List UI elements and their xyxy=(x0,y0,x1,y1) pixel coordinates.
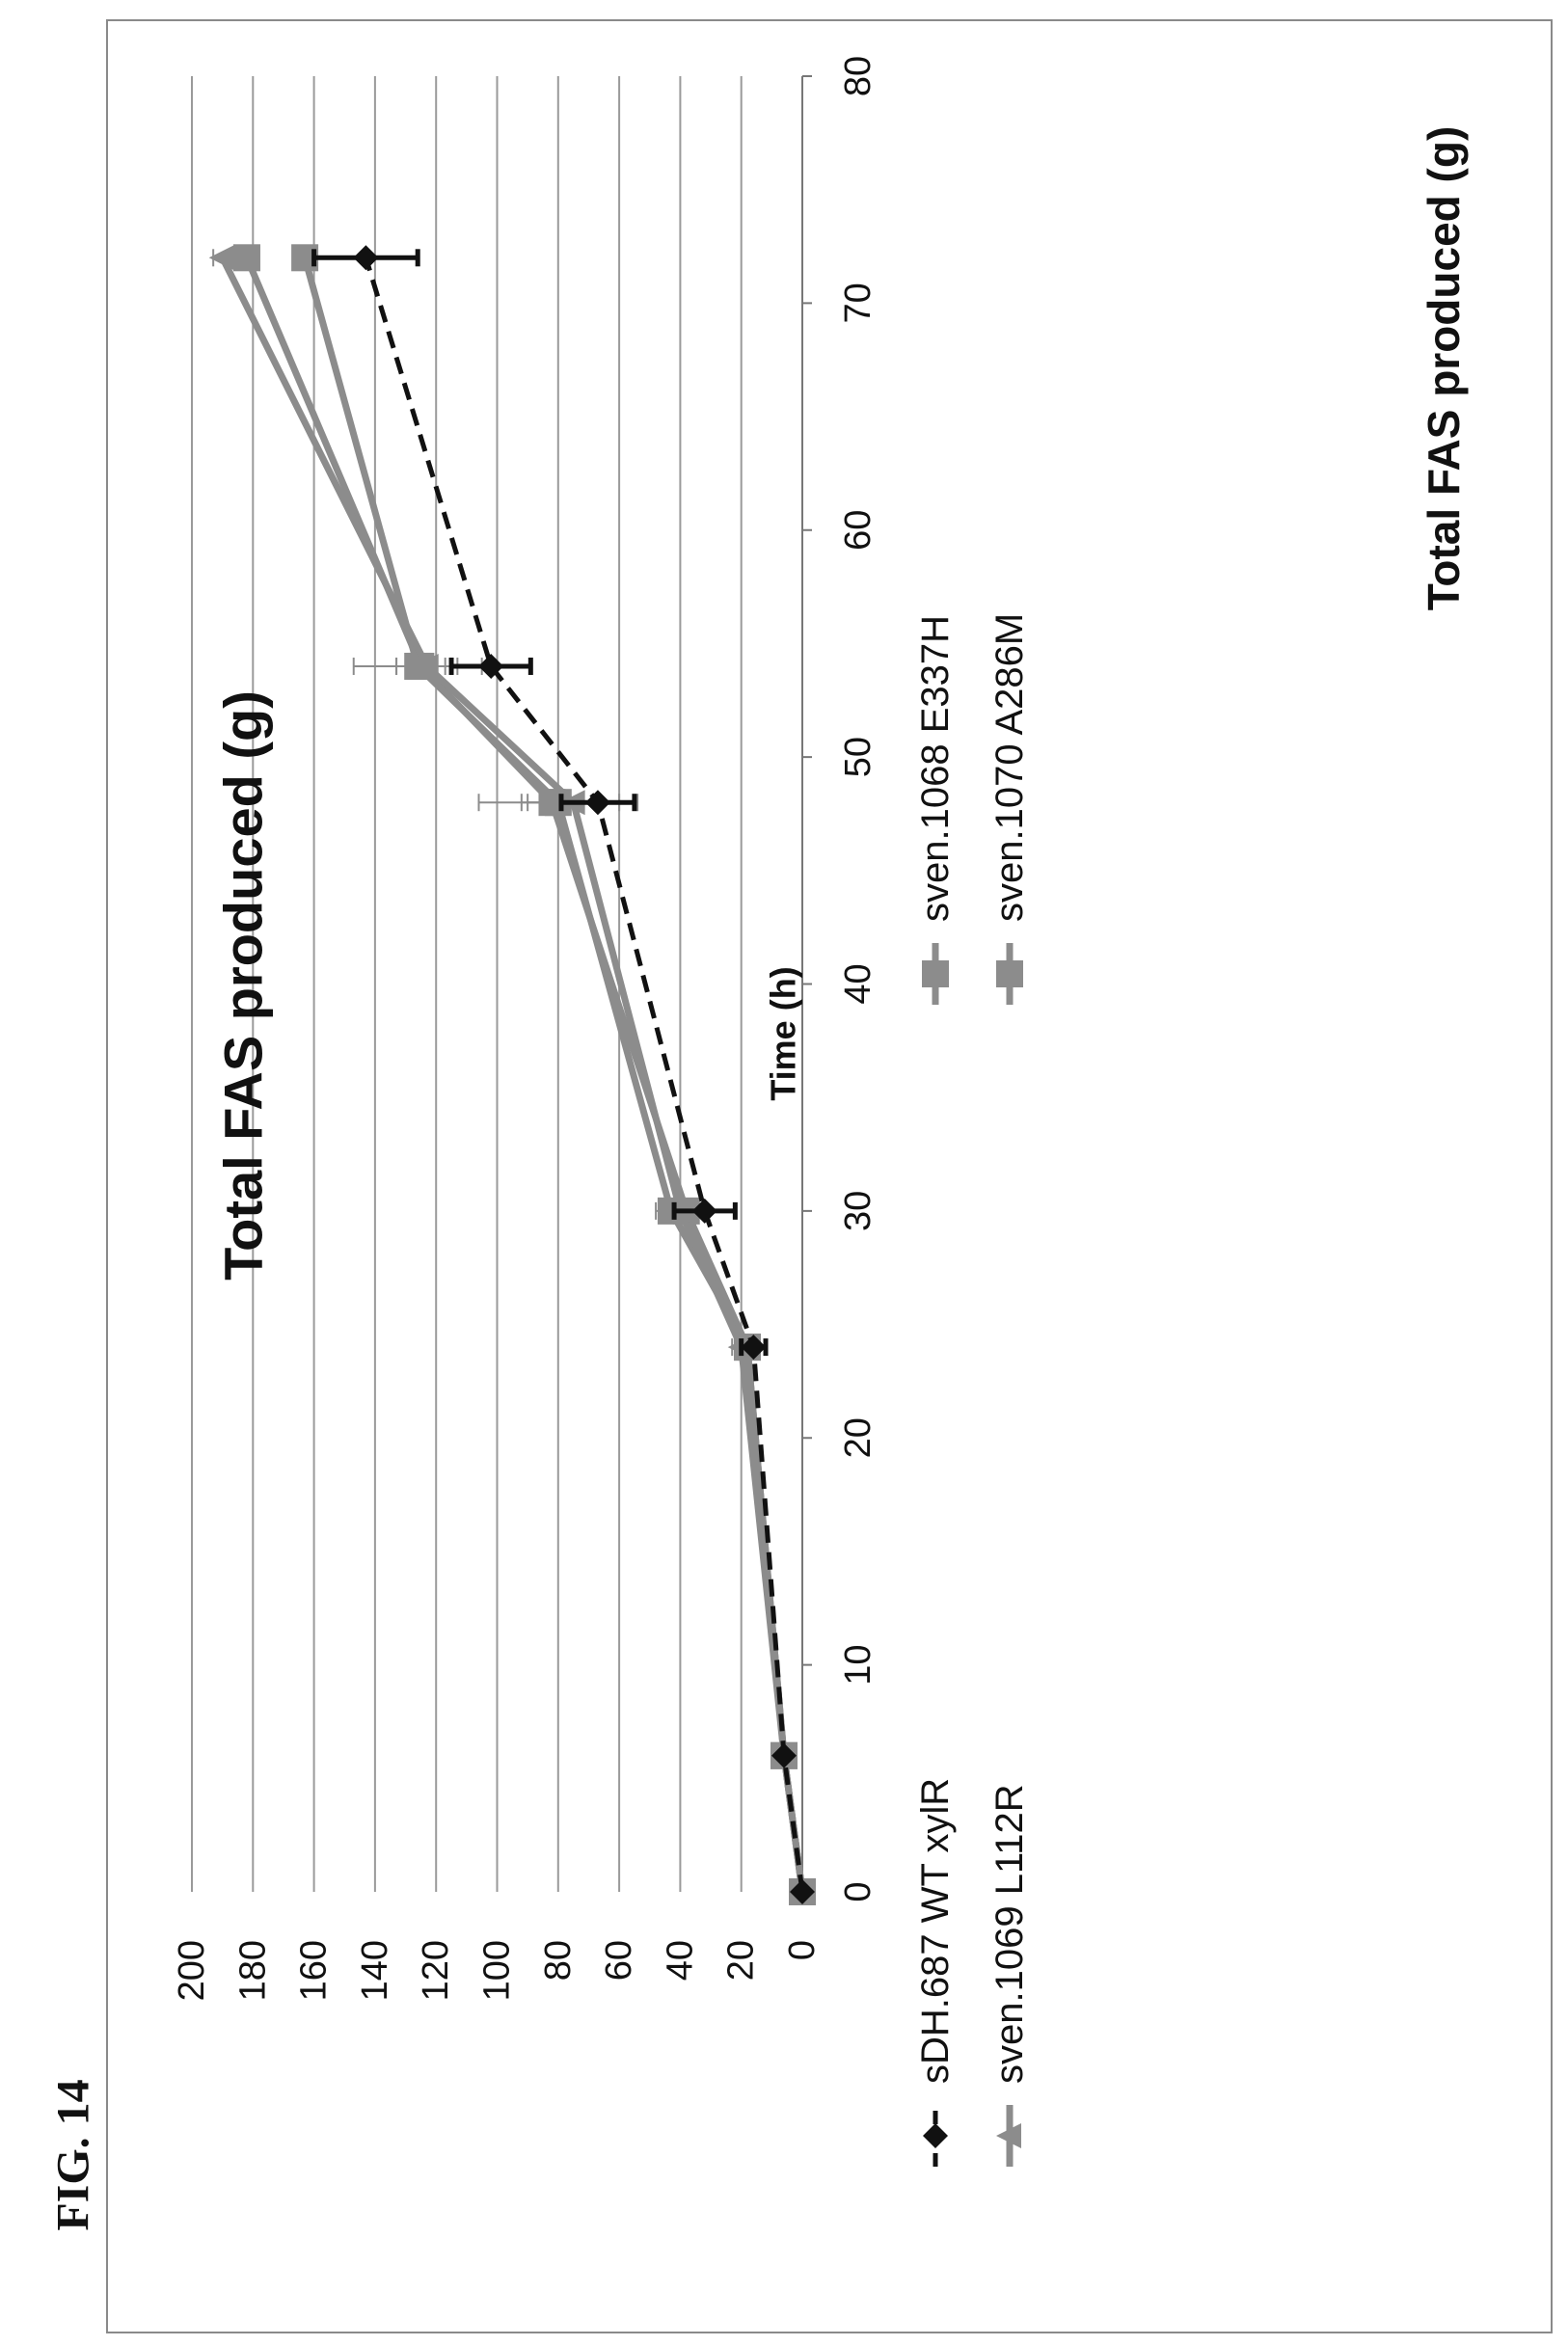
y-axis-title: Total FAS produced (g) xyxy=(1419,126,1469,611)
legend-label: sven.1070 A286M xyxy=(988,613,1031,922)
x-tick-label: 10 xyxy=(838,1644,879,1685)
data-point xyxy=(413,653,439,679)
data-point xyxy=(691,1198,717,1224)
data-point xyxy=(923,2123,948,2148)
y-tick-label: 80 xyxy=(538,1940,579,1981)
y-tick-label: 180 xyxy=(232,1940,273,2001)
x-tick-label: 80 xyxy=(838,56,879,96)
x-axis-title: Time (h) xyxy=(764,966,803,1100)
data-point xyxy=(922,960,949,987)
data-point xyxy=(771,1742,798,1768)
y-tick-label: 200 xyxy=(172,1940,212,2001)
data-point xyxy=(996,2123,1021,2148)
chart-title: Total FAS produced (g) xyxy=(213,690,274,1281)
x-tick-label: 20 xyxy=(838,1417,879,1458)
legend-label: sven.1069 L112R xyxy=(988,1784,1031,2084)
data-point xyxy=(208,245,234,271)
series-line xyxy=(243,256,806,1893)
y-tick-label: 20 xyxy=(721,1940,762,1981)
x-tick-label: 60 xyxy=(838,510,879,551)
data-point xyxy=(478,653,504,679)
data-point xyxy=(996,960,1023,987)
series-line xyxy=(219,256,806,1893)
y-tick-label: 40 xyxy=(660,1940,700,1981)
x-tick-label: 40 xyxy=(838,963,879,1004)
line-chart: 0 10 20 30 40 50 60 70 80 0 20 40 60 80 100 120 140 160 18… xyxy=(172,56,1469,2167)
y-tick-label: 0 xyxy=(782,1940,823,1960)
series-line xyxy=(364,256,805,1893)
x-tick-label: 30 xyxy=(838,1191,879,1231)
data-point xyxy=(584,790,610,816)
x-tick-label: 0 xyxy=(838,1881,879,1901)
y-tick-label: 60 xyxy=(599,1940,639,1981)
legend-label: sDH.687 WT xylR xyxy=(914,1778,957,2084)
data-point xyxy=(790,1879,815,1904)
data-point xyxy=(232,244,260,272)
figure-label: FIG. 14 xyxy=(47,2079,99,2231)
legend-label: sven.1068 E337H xyxy=(914,615,957,922)
series-line xyxy=(301,256,806,1893)
x-tick-label: 70 xyxy=(838,283,879,323)
y-tick-label: 140 xyxy=(355,1940,395,2001)
x-tick-label: 50 xyxy=(838,737,879,777)
chart-frame: 0 10 20 30 40 50 60 70 80 0 20 40 60 80 100 120 140 160 18… xyxy=(106,19,1553,2333)
y-tick-label: 160 xyxy=(294,1940,335,2001)
y-tick-label: 120 xyxy=(416,1940,456,2001)
y-tick-label: 100 xyxy=(477,1940,518,2001)
data-point xyxy=(741,1335,767,1361)
